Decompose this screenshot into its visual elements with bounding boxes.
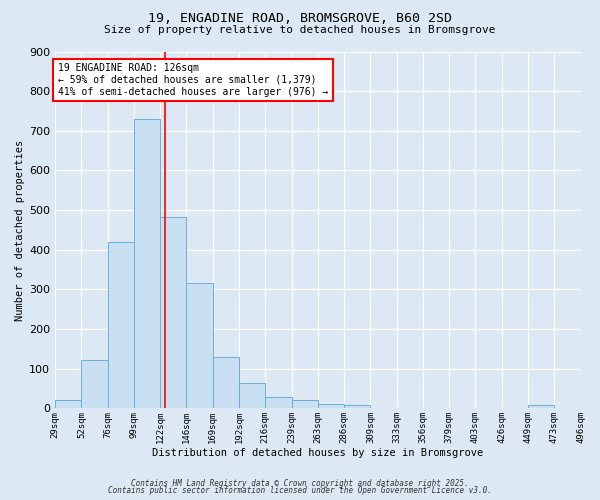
Bar xyxy=(239,382,265,408)
Bar xyxy=(55,400,82,408)
Text: Contains HM Land Registry data © Crown copyright and database right 2025.: Contains HM Land Registry data © Crown c… xyxy=(131,478,469,488)
Bar xyxy=(344,405,370,408)
Bar xyxy=(134,119,160,408)
X-axis label: Distribution of detached houses by size in Bromsgrove: Distribution of detached houses by size … xyxy=(152,448,484,458)
Bar xyxy=(213,357,239,408)
Text: Contains public sector information licensed under the Open Government Licence v3: Contains public sector information licen… xyxy=(108,486,492,495)
Text: 19, ENGADINE ROAD, BROMSGROVE, B60 2SD: 19, ENGADINE ROAD, BROMSGROVE, B60 2SD xyxy=(148,12,452,26)
Bar xyxy=(187,284,213,408)
Bar xyxy=(528,405,554,408)
Bar xyxy=(160,217,187,408)
Text: Size of property relative to detached houses in Bromsgrove: Size of property relative to detached ho… xyxy=(104,25,496,35)
Bar xyxy=(107,242,134,408)
Text: 19 ENGADINE ROAD: 126sqm
← 59% of detached houses are smaller (1,379)
41% of sem: 19 ENGADINE ROAD: 126sqm ← 59% of detach… xyxy=(58,64,329,96)
Y-axis label: Number of detached properties: Number of detached properties xyxy=(15,140,25,320)
Bar xyxy=(318,404,344,408)
Bar xyxy=(292,400,318,408)
Bar xyxy=(265,397,292,408)
Bar xyxy=(82,360,107,408)
